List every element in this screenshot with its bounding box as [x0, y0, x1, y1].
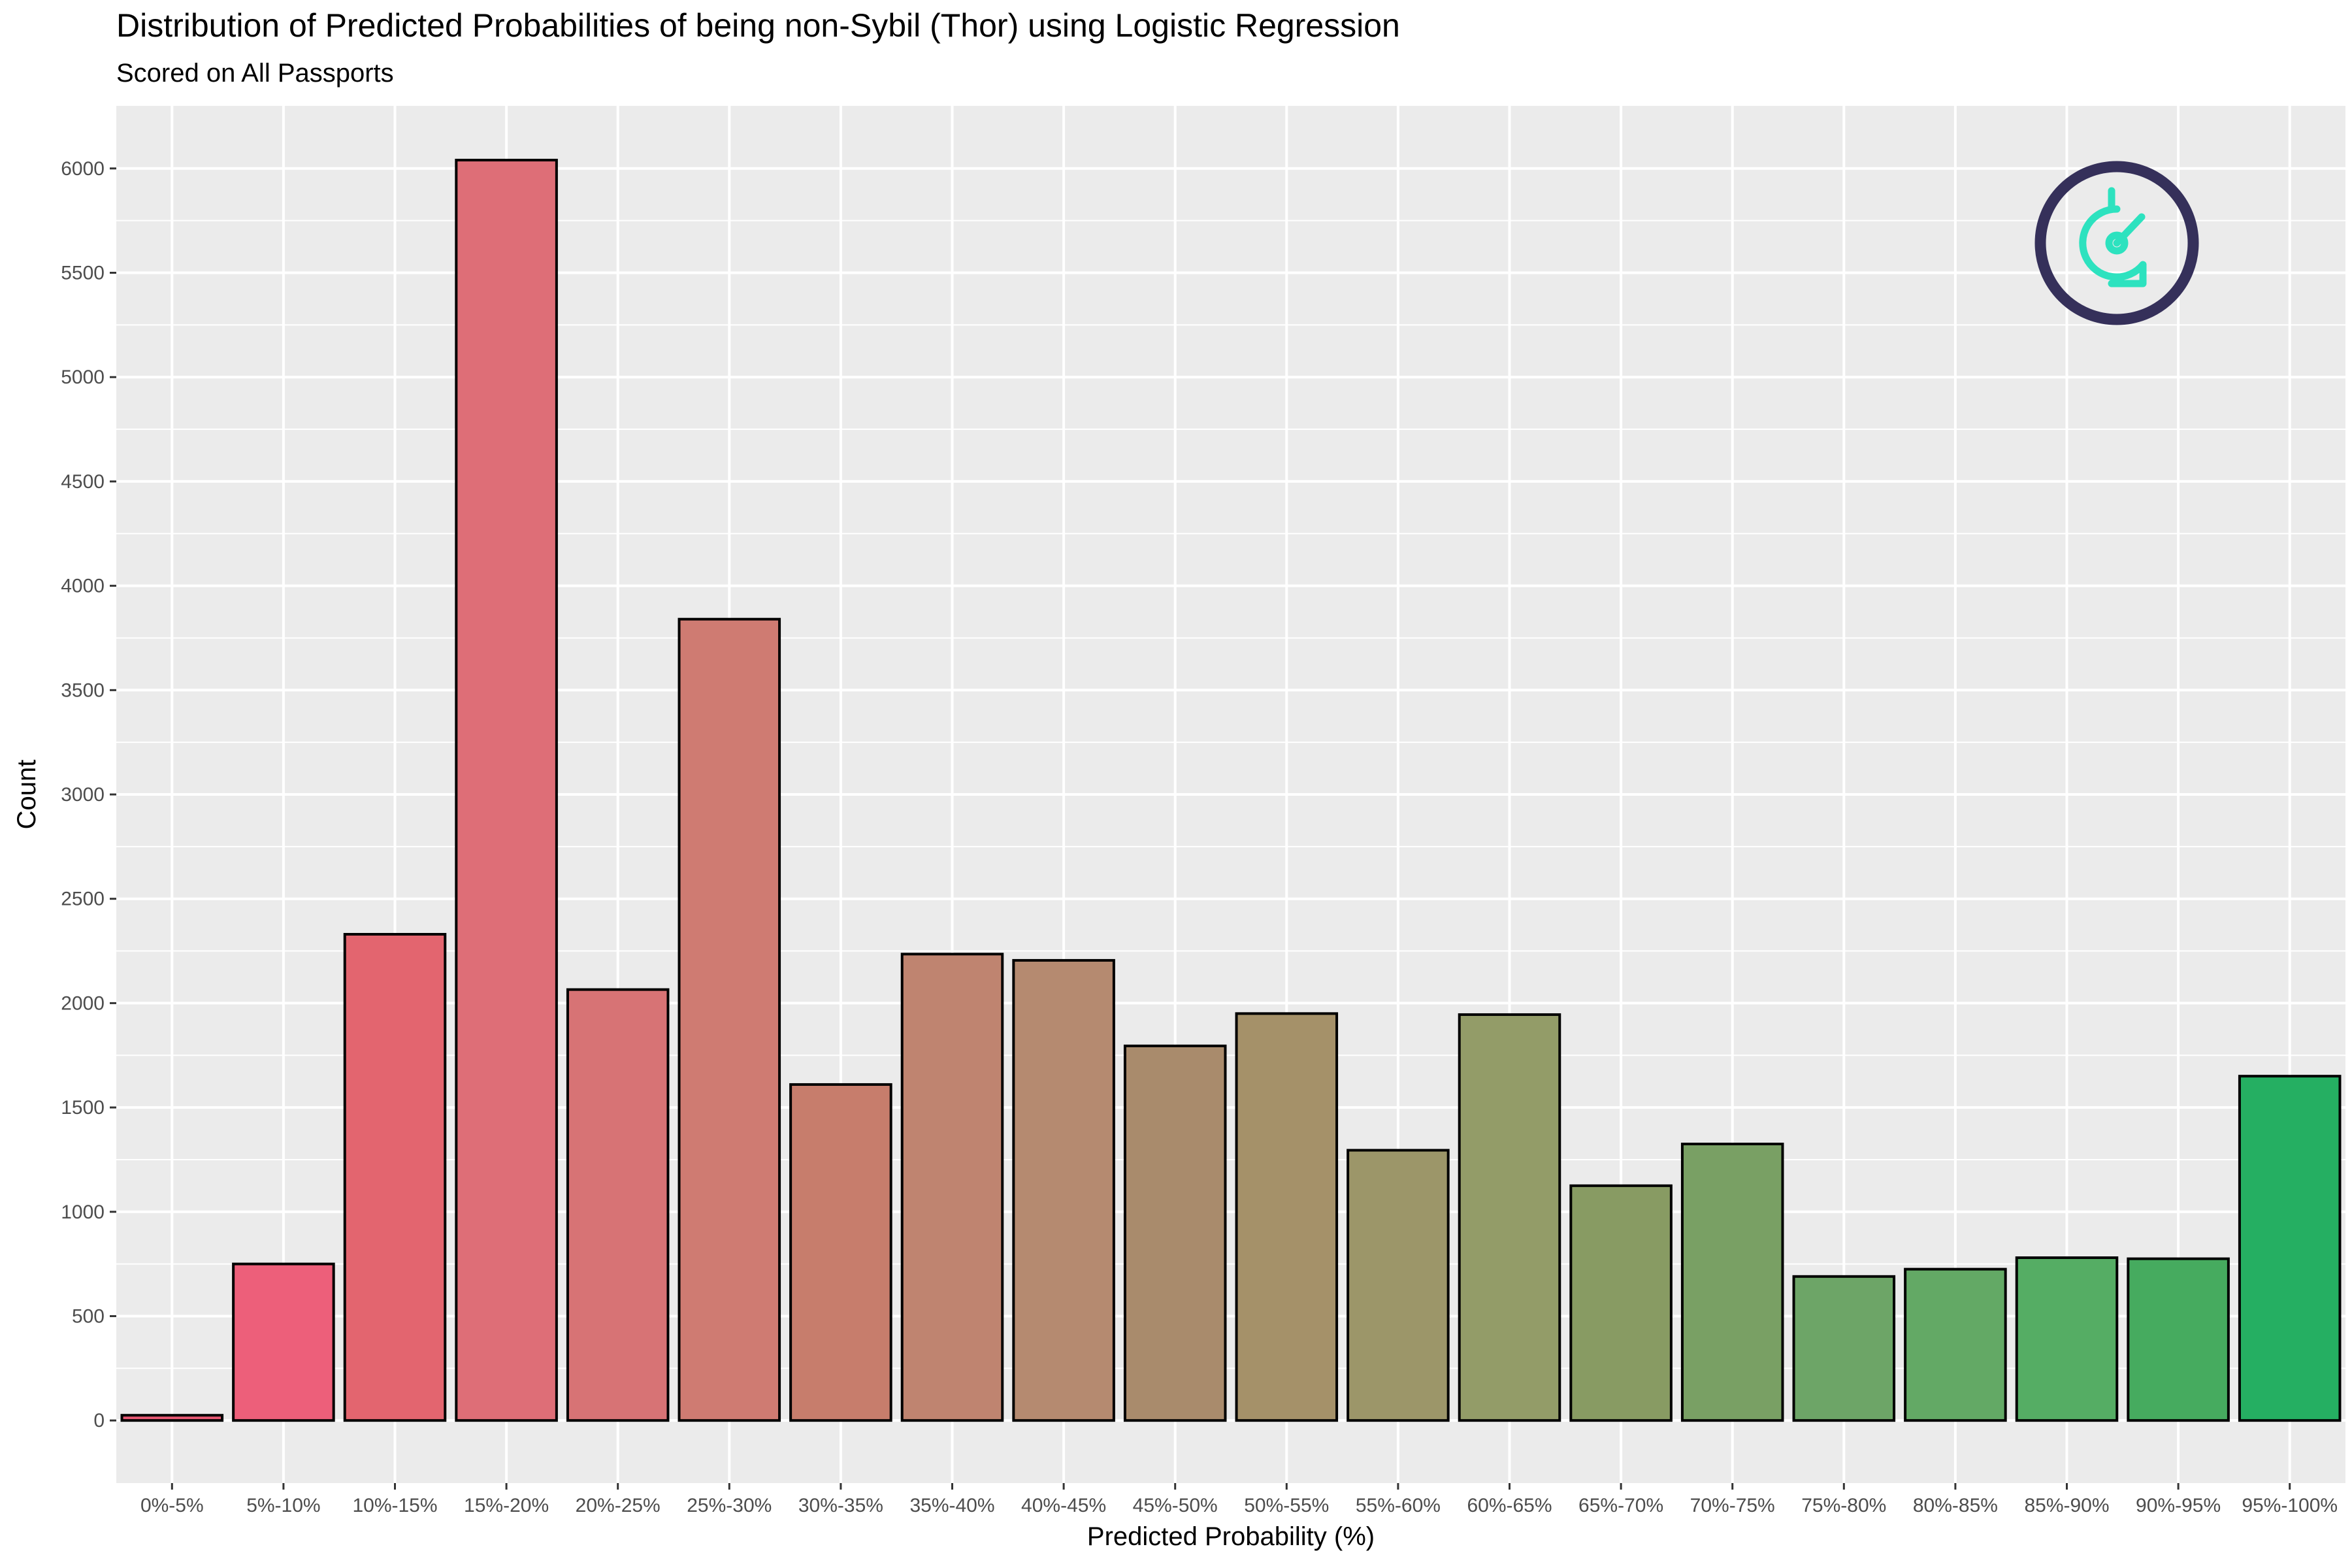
x-tick-label: 45%-50%: [1133, 1495, 1218, 1516]
x-tick-label: 0%-5%: [140, 1495, 204, 1516]
x-tick-label: 75%-80%: [1801, 1495, 1886, 1516]
bar-5%-10%: [232, 1262, 335, 1422]
x-tick-label: 15%-20%: [464, 1495, 549, 1516]
x-tick-label: 5%-10%: [246, 1495, 320, 1516]
y-tick-label: 500: [72, 1305, 105, 1327]
y-tick-label: 5500: [61, 263, 105, 284]
bar-70%-75%: [1680, 1142, 1784, 1422]
x-tick-label: 40%-45%: [1021, 1495, 1106, 1516]
chart-title: Distribution of Predicted Probabilities …: [116, 7, 1400, 44]
x-tick-label: 35%-40%: [909, 1495, 994, 1516]
x-tick-label: 95%-100%: [2242, 1495, 2338, 1516]
bar-20%-25%: [566, 988, 670, 1422]
logo-ring: [2034, 161, 2199, 325]
bar-30%-35%: [789, 1083, 892, 1422]
bar-95%-100%: [2238, 1075, 2342, 1422]
y-tick-label: 3000: [61, 784, 105, 806]
bar-65%-70%: [1569, 1184, 1673, 1422]
x-tick-label: 60%-65%: [1467, 1495, 1552, 1516]
bar-85%-90%: [2015, 1256, 2119, 1422]
y-tick-label: 4000: [61, 576, 105, 597]
x-axis-title: Predicted Probability (%): [1087, 1522, 1375, 1551]
x-tick-label: 80%-85%: [1913, 1495, 1998, 1516]
x-tick-label: 10%-15%: [352, 1495, 437, 1516]
bar-15%-20%: [455, 159, 558, 1422]
bar-75%-80%: [1792, 1275, 1896, 1422]
bar-50%-55%: [1235, 1012, 1339, 1422]
y-tick-label: 4500: [61, 471, 105, 493]
gitcoin-passport-logo: [2034, 161, 2199, 325]
x-tick-label: 85%-90%: [2024, 1495, 2109, 1516]
y-tick-label: 5000: [61, 367, 105, 388]
bar-25%-30%: [678, 617, 781, 1422]
y-tick-label: 1000: [61, 1201, 105, 1223]
logo-mark: [2079, 187, 2147, 287]
bar-80%-85%: [1904, 1267, 2007, 1422]
y-axis-title: Count: [12, 760, 41, 830]
y-tick-label: 1500: [61, 1097, 105, 1119]
bars: [120, 159, 2342, 1422]
x-tick-label: 30%-35%: [798, 1495, 883, 1516]
chart-subtitle: Scored on All Passports: [116, 59, 394, 88]
x-axis: 0%-5% 5%-10% 10%-15% 15%-20% 20%-25% 25%-30% 3…: [140, 1483, 2338, 1516]
y-tick-label: 2500: [61, 889, 105, 910]
x-tick-label: 55%-60%: [1356, 1495, 1441, 1516]
x-tick-label: 65%-70%: [1578, 1495, 1663, 1516]
y-tick-label: 3500: [61, 679, 105, 701]
bar-10%-15%: [343, 932, 447, 1422]
x-tick-label: 50%-55%: [1244, 1495, 1329, 1516]
x-tick-label: 25%-30%: [687, 1495, 772, 1516]
bar-0%-5%: [120, 1414, 224, 1422]
y-axis: 0 500 1000 1500 2000 2500 3000 3500 4000 4500 5000…: [61, 158, 116, 1431]
bar-55%-60%: [1347, 1149, 1450, 1422]
bar-90%-95%: [2127, 1257, 2230, 1422]
bar-40%-45%: [1012, 958, 1115, 1422]
bar-35%-40%: [900, 953, 1004, 1422]
y-tick-label: 0: [93, 1410, 105, 1431]
bar-60%-65%: [1458, 1013, 1561, 1422]
y-tick-label: 2000: [61, 992, 105, 1014]
x-tick-label: 20%-25%: [576, 1495, 661, 1516]
x-tick-label: 90%-95%: [2136, 1495, 2221, 1516]
y-tick-label: 6000: [61, 158, 105, 180]
bar-45%-50%: [1123, 1044, 1227, 1422]
x-tick-label: 70%-75%: [1690, 1495, 1775, 1516]
